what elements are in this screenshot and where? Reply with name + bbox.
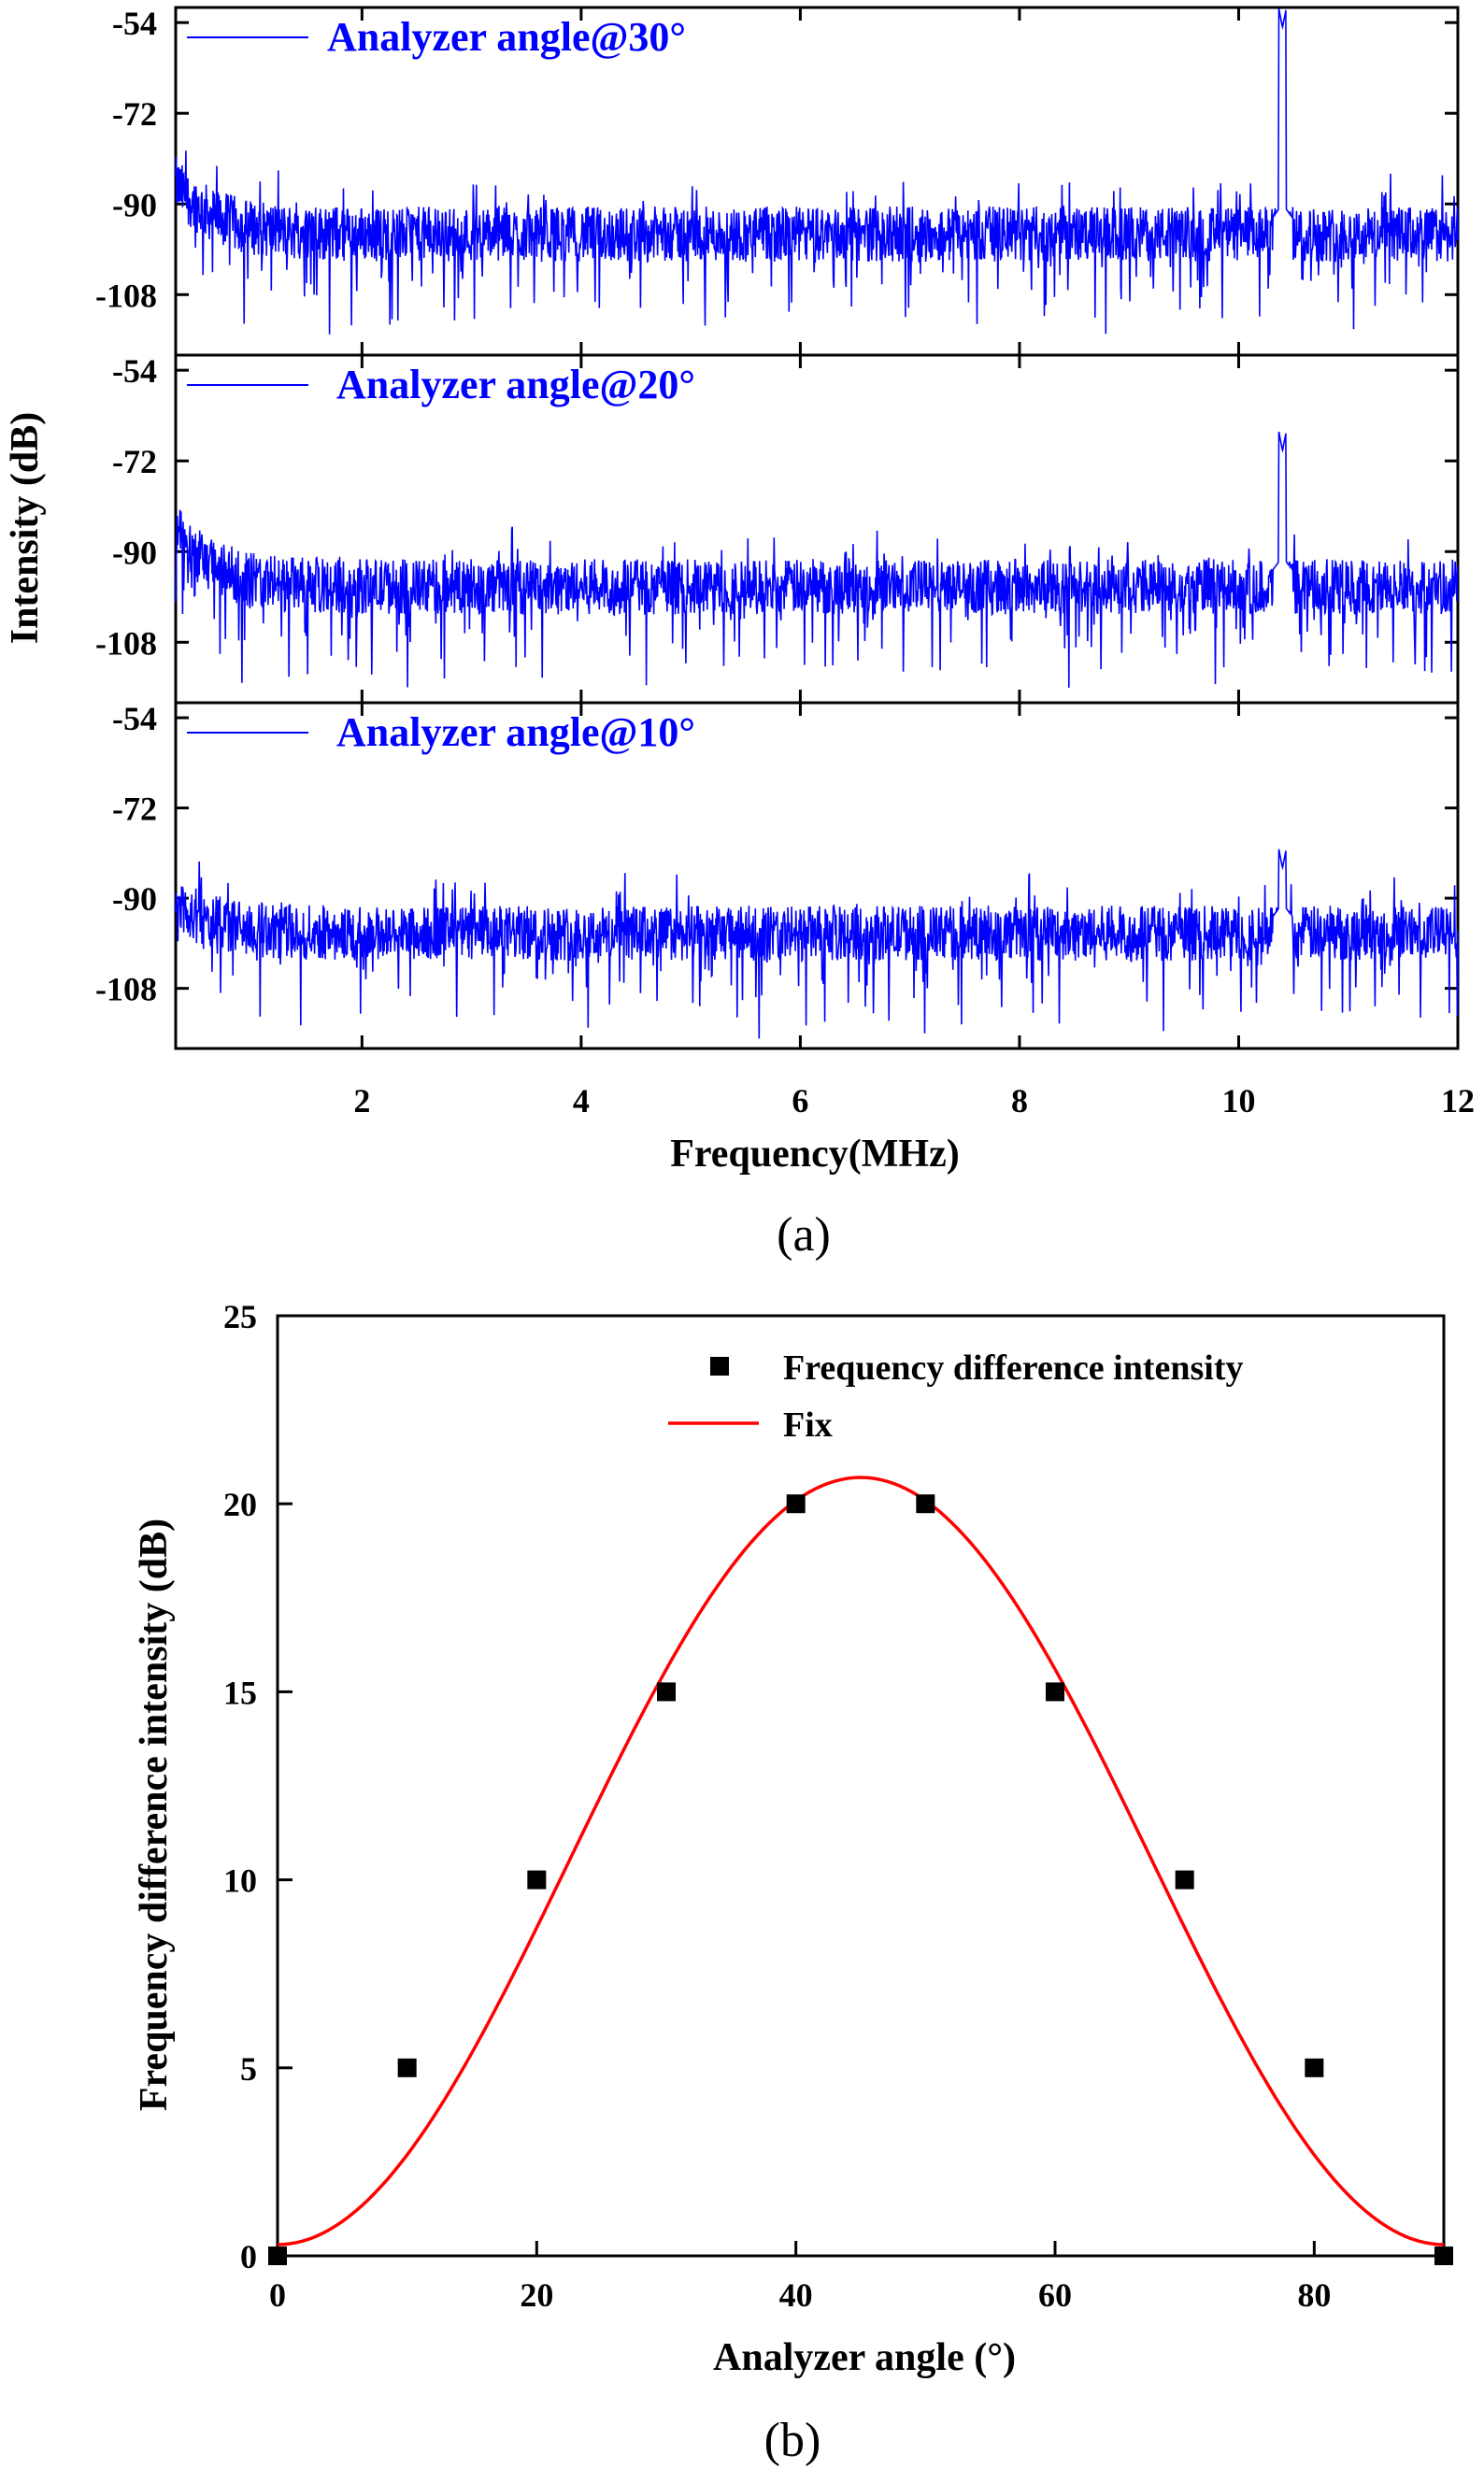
x-tick-label: 80: [1297, 2276, 1331, 2314]
y-tick-label: -72: [112, 791, 157, 828]
subplot-1: -54 -72 -90 -108 Analyzer angle@30°: [95, 5, 1460, 357]
subplot-3: -54 -72 -90 -108 Analyzer angle@10°: [95, 700, 1460, 1050]
x-tick-label: 4: [573, 1082, 590, 1120]
data-point: [1175, 1870, 1194, 1890]
data-point: [397, 2058, 417, 2077]
spectrum-line-1: [175, 8, 1459, 335]
y-tick-label: -54: [112, 5, 157, 42]
x-tick-label: 6: [792, 1082, 808, 1120]
spectrum-line-2: [175, 431, 1459, 688]
x-tick-label: 60: [1038, 2276, 1072, 2314]
x-tick-label: 2: [353, 1082, 370, 1120]
y-tick-label: -108: [95, 624, 157, 662]
y-tick-label: -72: [112, 443, 157, 480]
x-tick-label: 40: [779, 2276, 813, 2314]
y-tick-label: 25: [223, 1298, 257, 1335]
data-point: [527, 1870, 547, 1890]
fit-curve: [277, 1476, 1445, 2247]
panel-b-chart: 0 20 40 60 80 0 5 10 15 20 25 Frequency difference …: [133, 1298, 1453, 2467]
y-tick-label: -90: [112, 186, 157, 223]
legend-label: Analyzer angle@10°: [336, 709, 695, 755]
panel-a-y-axis-title: Intensity (dB): [4, 412, 47, 645]
legend-label: Fix: [783, 1405, 833, 1445]
y-tick-label: 5: [240, 2050, 257, 2088]
y-tick-label: 10: [223, 1862, 257, 1900]
x-tick-label: 20: [520, 2276, 553, 2314]
panel-b-plot-area: 0 20 40 60 80 0 5 10 15 20 25 Frequency difference …: [223, 1298, 1453, 2314]
y-tick-label: 20: [223, 1486, 257, 1523]
x-tick-label: 0: [269, 2276, 286, 2314]
caption-a: (a): [777, 1208, 831, 1262]
data-point: [1434, 2247, 1453, 2265]
panel-b-y-axis-title: Frequency difference intensity (dB): [133, 1519, 176, 2111]
y-tick-label: 0: [240, 2238, 257, 2275]
legend-marker: [710, 1357, 729, 1376]
panel-a-x-ticks: 2 4 6 8 10 12: [353, 1082, 1475, 1120]
caption-b: (b): [764, 2414, 821, 2467]
subplot-2: -54 -72 -90 -108 Analyzer angle@20°: [95, 352, 1460, 705]
data-point: [1046, 1682, 1064, 1702]
y-tick-label: -72: [112, 95, 157, 133]
data-point: [1305, 2058, 1324, 2077]
y-tick-label: -90: [112, 534, 157, 571]
legend-label: Analyzer angle@30°: [327, 14, 686, 60]
data-point: [657, 1682, 676, 1702]
spectrum-line-3: [175, 849, 1459, 1039]
y-tick-label: -108: [95, 277, 157, 314]
y-tick-label: -54: [112, 352, 157, 390]
plot-frame: [276, 1314, 1446, 2258]
data-point: [916, 1494, 935, 1514]
legend-label: Analyzer angle@20°: [336, 362, 695, 407]
panel-a-subplots: -54 -72 -90 -108 Analyzer angle@30° -54 -72 -90…: [95, 5, 1460, 1050]
x-tick-label: 8: [1011, 1082, 1028, 1120]
panel-a-chart: -54 -72 -90 -108 Analyzer angle@30° -54 -72 -90…: [4, 5, 1475, 1262]
subplot-frame: [174, 701, 1460, 1050]
y-tick-label: -54: [112, 700, 157, 737]
x-tick-label: 10: [1221, 1082, 1255, 1120]
y-tick-label: 15: [223, 1674, 257, 1711]
x-tick-label: 12: [1441, 1082, 1475, 1120]
panel-a-x-axis-title: Frequency(MHz): [670, 1133, 959, 1176]
legend-label: Frequency difference intensity: [783, 1348, 1244, 1388]
panel-b-x-axis-title: Analyzer angle (°): [713, 2336, 1016, 2379]
data-point: [268, 2247, 287, 2265]
y-tick-label: -90: [112, 880, 157, 918]
data-point: [786, 1494, 806, 1514]
y-tick-label: -108: [95, 971, 157, 1008]
